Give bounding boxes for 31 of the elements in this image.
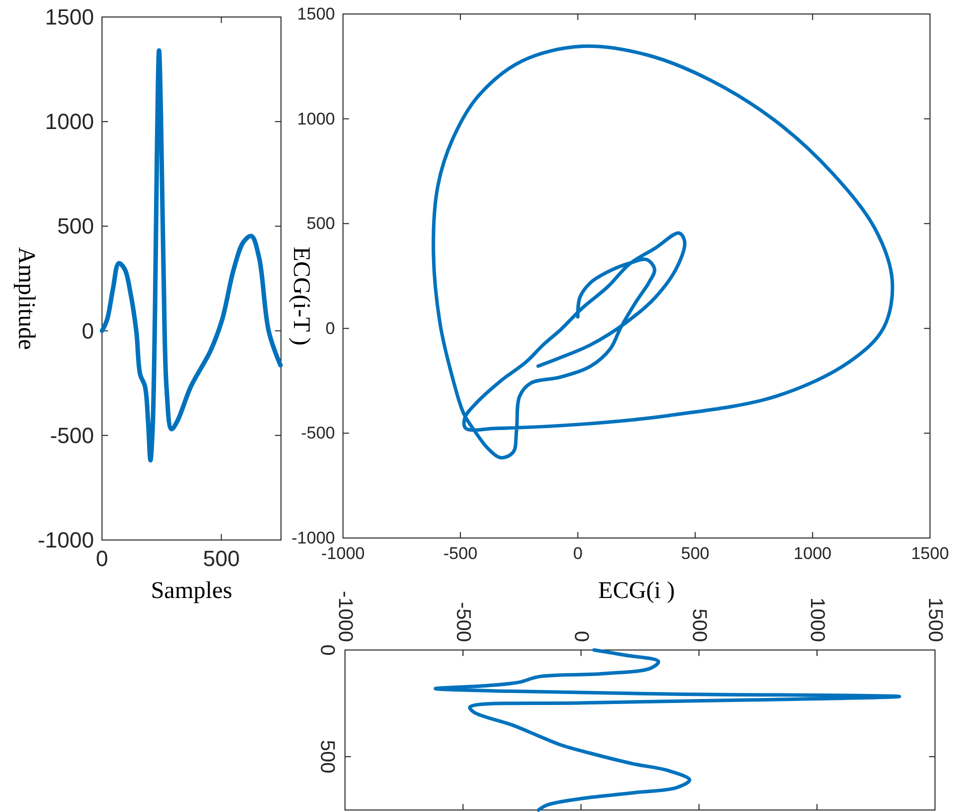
y-tick-label: 0 (326, 318, 335, 338)
x-tick-label: 1000 (794, 544, 832, 563)
x-tick-label: 1500 (911, 544, 949, 563)
y-tick-label: 1500 (297, 4, 335, 24)
x-tick-label: 500 (202, 546, 240, 571)
y-tick-label: 1000 (297, 109, 335, 128)
y-tick-label: 1500 (45, 4, 94, 30)
y-tick-label: 500 (57, 214, 94, 239)
y-tick-label: -500 (300, 424, 335, 443)
x-tick-label: 0 (573, 544, 583, 563)
y-tick-label: -500 (50, 422, 94, 448)
x-tick-label: -500 (452, 602, 474, 642)
x-tick-label: 1000 (806, 598, 828, 642)
y-axis-title: Amplitude (13, 247, 39, 350)
y-tick-label: 1000 (45, 109, 94, 134)
y-tick-label: 0 (82, 318, 94, 344)
y-tick-label: -1000 (292, 528, 335, 548)
x-tick-label: 500 (688, 608, 710, 642)
line-series (100, 48, 283, 463)
x-tick-label: 1500 (924, 598, 946, 642)
y-axis-title: ECG(i-T ) (288, 246, 314, 346)
y-tick-label: 500 (306, 214, 335, 234)
y-tick-label: 500 (316, 740, 338, 774)
y-tick-label: 0 (316, 644, 338, 656)
line-series (432, 44, 894, 460)
x-tick-label: -500 (443, 544, 478, 563)
x-tick-label: 0 (570, 630, 592, 642)
x-axis-title: ECG(i ) (598, 578, 675, 604)
x-axis-title: Samples (150, 578, 232, 604)
line-series (434, 648, 902, 812)
x-tick-label: 500 (681, 544, 710, 563)
